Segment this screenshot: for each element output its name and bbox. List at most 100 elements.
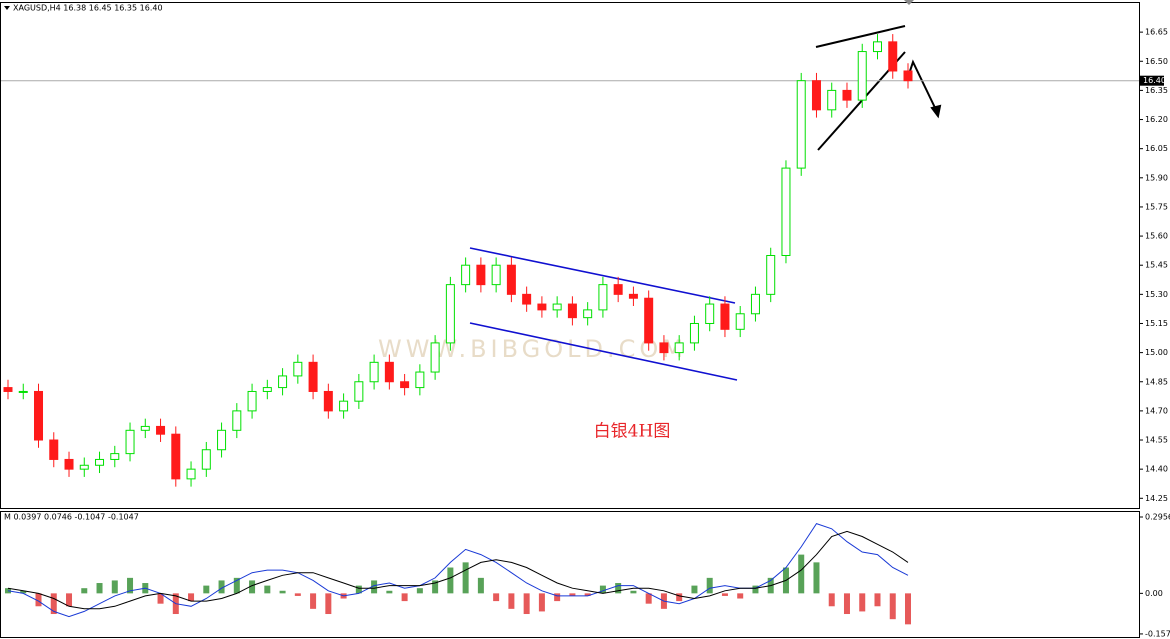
- histogram-bar: [264, 585, 271, 594]
- histogram-bar: [355, 585, 362, 594]
- histogram-bar: [889, 593, 896, 620]
- candle-body: [415, 371, 425, 389]
- histogram-bar: [645, 593, 652, 604]
- histogram-bar: [569, 593, 576, 596]
- candle-body: [628, 293, 638, 299]
- histogram-bar: [233, 577, 240, 594]
- candle-body: [34, 390, 44, 441]
- shift-marker: [904, 0, 914, 5]
- histogram-bar: [310, 593, 317, 609]
- y-tick-label: 14.40: [1145, 465, 1168, 474]
- y-tick-label: 15.00: [1145, 348, 1168, 357]
- candle-body: [598, 284, 608, 311]
- y-tick-label: 14.25: [1145, 494, 1168, 503]
- macd-line: [7, 523, 909, 618]
- candle-body: [506, 264, 516, 295]
- histogram-bar: [538, 593, 545, 612]
- histogram-bar: [35, 593, 42, 607]
- candle-body: [552, 303, 562, 311]
- histogram-bar: [188, 593, 195, 602]
- histogram-bar: [615, 583, 622, 594]
- histogram-bar: [905, 593, 911, 625]
- candle-body: [186, 468, 196, 480]
- candle-body: [872, 41, 882, 53]
- y-tick-label: 15.75: [1145, 202, 1168, 211]
- current-price-box: [1140, 75, 1164, 86]
- candle-body: [339, 400, 349, 412]
- y-tick-label: 0.00: [1145, 589, 1163, 598]
- candle-body: [644, 297, 654, 344]
- histogram-bar: [371, 580, 378, 594]
- candle-body: [445, 284, 455, 344]
- indicator-frame: [0, 511, 1140, 638]
- candle-body: [735, 313, 745, 330]
- y-tick-label: 16.50: [1145, 57, 1168, 66]
- candle-body: [720, 303, 730, 330]
- candle-body: [827, 89, 837, 111]
- y-tick-label: 16.20: [1145, 115, 1168, 124]
- y-tick-label: 15.15: [1145, 319, 1168, 328]
- candle-body: [278, 375, 288, 389]
- candle-body: [217, 429, 227, 451]
- candle-body: [384, 361, 394, 383]
- histogram-bar: [599, 585, 606, 594]
- indicator-title: M 0.0397 0.0746 -0.1047 -0.1047: [4, 513, 139, 522]
- candle-body: [689, 322, 699, 344]
- candle-body: [903, 70, 913, 82]
- histogram-bar: [203, 585, 210, 594]
- candle-body: [125, 429, 135, 455]
- candle-body: [140, 425, 150, 431]
- histogram-bar: [5, 588, 11, 594]
- y-tick-label: 0.2956: [1145, 513, 1170, 522]
- candle-body: [857, 51, 867, 101]
- y-tick-label: 14.55: [1145, 436, 1168, 445]
- histogram-bar: [294, 593, 301, 596]
- candle-body: [400, 381, 410, 389]
- chart-title: XAGUSD,H4 16.38 16.45 16.35 16.40: [13, 4, 163, 13]
- y-tick-label: 16.05: [1145, 144, 1168, 153]
- histogram-bar: [325, 593, 332, 615]
- y-tick-label: 16.35: [1145, 86, 1168, 95]
- histogram-bar: [828, 593, 835, 607]
- candle-body: [842, 89, 852, 101]
- candle-body: [750, 293, 760, 315]
- histogram-bar: [752, 585, 759, 594]
- y-tick-label: -0.1571: [1145, 629, 1170, 638]
- candle-body: [705, 303, 715, 324]
- candle-body: [18, 390, 28, 393]
- y-tick-label: 15.30: [1145, 290, 1168, 299]
- candle-body: [156, 425, 166, 435]
- histogram-bar: [706, 577, 713, 594]
- candle-body: [567, 303, 577, 319]
- histogram-bar: [859, 593, 866, 612]
- histogram-bar: [386, 590, 393, 594]
- candle-body: [369, 361, 379, 383]
- candle-body: [354, 381, 364, 402]
- candle-body: [79, 464, 89, 470]
- candle-body: [262, 387, 272, 392]
- candle-body: [781, 167, 791, 257]
- y-tick-label: 16.65: [1145, 28, 1168, 37]
- histogram-bar: [737, 593, 744, 599]
- current-price-label: 16.40: [1143, 76, 1166, 85]
- menu-icon[interactable]: [4, 6, 10, 10]
- histogram-bar: [447, 567, 454, 594]
- macd-line: [7, 530, 909, 610]
- histogram-bar: [279, 590, 286, 594]
- candle-body: [323, 390, 333, 412]
- histogram-bar: [691, 585, 698, 594]
- histogram-bar: [874, 593, 881, 607]
- histogram-bar: [218, 580, 225, 594]
- histogram-bar: [630, 590, 637, 594]
- candle-body: [491, 264, 501, 286]
- candle-body: [537, 303, 547, 311]
- histogram-bar: [813, 562, 820, 594]
- y-tick-label: 14.85: [1145, 377, 1168, 386]
- histogram-bar: [584, 593, 591, 596]
- histogram-bar: [157, 593, 164, 604]
- candle-body: [171, 433, 181, 480]
- candle-body: [522, 293, 532, 305]
- candle-body: [476, 264, 486, 286]
- candle-body: [811, 80, 821, 111]
